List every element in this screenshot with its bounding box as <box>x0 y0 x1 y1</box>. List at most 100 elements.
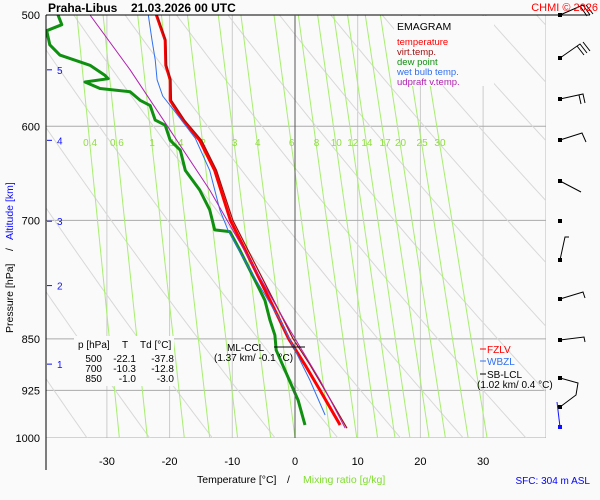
mixing-ratio-label: 0.4 <box>83 138 97 149</box>
wind-barb <box>559 41 591 59</box>
dry-adiabat-line <box>46 377 88 438</box>
surface-wind-dot <box>558 425 562 429</box>
profiles <box>46 15 348 429</box>
y-axis-title-altitude: Altitude [km] <box>4 182 16 240</box>
station-name: Praha-Libus <box>48 1 118 15</box>
profile-dew-point <box>46 15 307 426</box>
temperature-tick-label: -10 <box>224 456 240 468</box>
wbzl-label: WBZL <box>487 357 515 368</box>
mixing-ratio-line <box>217 15 272 438</box>
mixing-ratio-label: 10 <box>331 138 343 149</box>
sb-lcl-label: SB-LCL <box>487 370 522 381</box>
y-axis-title: Pressure [hPa] <box>4 263 16 333</box>
altitude-tick-label: 5 <box>57 66 63 77</box>
x-axis-title-mixing: Mixing ratio [g/kg] <box>303 474 385 486</box>
wind-barb <box>559 377 579 408</box>
table-cell: -37.8 <box>151 354 174 365</box>
table-bg <box>74 336 174 386</box>
x-axis-title: Temperature [°C] <box>197 474 277 486</box>
ml-ccl-label: ML-CCL <box>227 343 265 354</box>
table-cell: 500 <box>85 354 102 365</box>
mixing-ratio-line <box>364 15 430 438</box>
legend-item-wet-bulb-temp: wet bulb temp. <box>396 67 459 78</box>
pressure-tick-label: 600 <box>22 121 40 133</box>
dry-adiabat-line <box>124 15 464 438</box>
temperature-tick-label: -20 <box>162 456 178 468</box>
table-cell: -10.3 <box>113 364 136 375</box>
dry-adiabat-line <box>588 15 600 438</box>
legend-item-virt-temp: virt.temp. <box>397 47 436 58</box>
wind-barb <box>559 291 586 300</box>
legend-item-temperature: temperature <box>397 37 448 48</box>
chart-title: EMAGRAM <box>397 21 451 33</box>
dry-adiabat-line <box>73 15 401 438</box>
table-header: Td [°C] <box>140 340 171 351</box>
mixing-ratio-lines <box>76 15 488 438</box>
mixing-ratio-label: 14 <box>361 138 373 149</box>
wind-barb <box>559 4 594 17</box>
profile-wet-bulb-temp <box>147 15 326 416</box>
datetime: 21.03.2026 00 UTC <box>131 1 236 15</box>
legend-item-dew-point: dew point <box>397 57 438 68</box>
mixing-ratio-line <box>400 15 469 438</box>
table-cell: -3.0 <box>157 374 175 385</box>
temperature-tick-label: 0 <box>292 456 298 468</box>
wind-barbs <box>556 4 594 429</box>
dry-adiabat-line <box>227 15 546 393</box>
mixing-ratio-label: 3 <box>232 138 238 149</box>
ml-ccl-detail: (1.37 km/ -0.1 °C) <box>214 353 293 364</box>
pressure-tick-label: 1000 <box>16 433 40 445</box>
table-cell: -1.0 <box>119 374 137 385</box>
sb-lcl-detail: (1.02 km/ 0.4 °C) <box>477 380 553 391</box>
mixing-ratio-label: 30 <box>434 138 446 149</box>
legend-item-udpraft-v-temp: udpraft v.temp. <box>397 77 460 88</box>
mixing-ratio-line <box>297 15 358 438</box>
mixing-ratio-label: 1.4 <box>170 138 184 149</box>
altitude-tick-label: 3 <box>57 217 63 228</box>
table-cell: -22.1 <box>113 354 136 365</box>
mixing-ratio-label: 6 <box>289 138 295 149</box>
mixing-ratio-label: 17 <box>380 138 392 149</box>
dry-adiabat-line <box>46 126 276 438</box>
mixing-ratio-line <box>137 15 185 438</box>
dry-adiabat-line <box>433 15 546 142</box>
mixing-ratio-line <box>273 15 332 438</box>
mixing-ratio-label: 12 <box>347 138 359 149</box>
temperature-tick-label: -30 <box>99 456 115 468</box>
mixing-ratio-label: 8 <box>314 138 320 149</box>
temperature-tick-label: 10 <box>352 456 364 468</box>
wind-barb <box>559 132 587 143</box>
pressure-tick-label: 700 <box>22 215 40 227</box>
wind-barb <box>559 236 569 261</box>
wind-barb-station-dot <box>558 405 562 409</box>
mixing-ratio-line <box>317 15 379 438</box>
table-header: p [hPa] <box>78 340 110 351</box>
dry-adiabat-line <box>536 15 546 27</box>
wind-barb-station-dot <box>558 219 562 223</box>
fzlv-label: FZLV <box>487 345 511 356</box>
mixing-ratio-line <box>347 15 411 438</box>
dry-adiabat-line <box>46 48 339 438</box>
dry-adiabat-line <box>330 15 546 264</box>
value-table: p [hPa] T Td [°C] 500 -22.1 -37.8 700 -10.3 -12.… <box>78 340 174 385</box>
y-axis-sep: / <box>4 248 16 251</box>
profile-virt-temp <box>156 15 348 429</box>
x-axis-sep: / <box>287 474 290 486</box>
dry-adiabat-line <box>381 15 546 202</box>
mixing-ratio-line <box>240 15 296 438</box>
table-header: T <box>122 340 128 351</box>
mixing-ratio-line <box>186 15 239 438</box>
pressure-tick-label: 925 <box>22 385 40 397</box>
table-cell: 850 <box>85 374 102 385</box>
copyright: CHMI © 2026 <box>531 2 598 14</box>
altitude-tick-label: 4 <box>57 136 63 147</box>
dry-adiabat-line <box>279 15 546 328</box>
mixing-ratio-label: 4 <box>255 138 261 149</box>
altitude-tick-label: 1 <box>57 360 63 371</box>
wind-barb <box>559 336 586 343</box>
mixing-ratio-line <box>76 15 120 438</box>
mixing-ratio-line <box>333 15 396 438</box>
